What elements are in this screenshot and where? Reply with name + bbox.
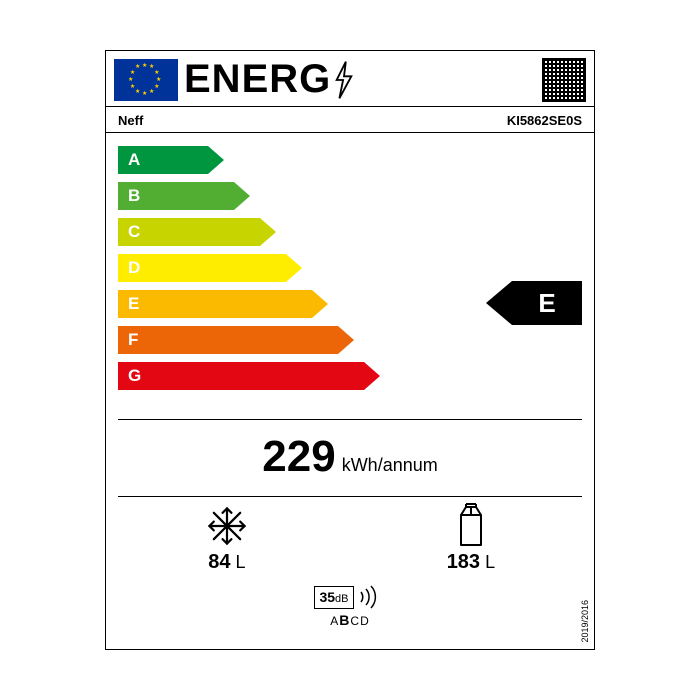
freezer-volume: 84 L [205, 503, 249, 574]
energy-title: ENERG [184, 57, 331, 102]
eu-flag-icon: ★★★★★★★★★★★★ [114, 59, 178, 101]
energy-label: ★★★★★★★★★★★★ ENERG Neff KI5862SE0S E ABC… [105, 50, 595, 650]
annual-consumption: 229 kWh/annum [106, 420, 594, 496]
header: ★★★★★★★★★★★★ ENERG [106, 51, 594, 106]
fridge-unit: L [485, 552, 495, 572]
freezer-value: 84 [208, 551, 230, 573]
fridge-volume: 183 L [447, 503, 495, 574]
scale-label: F [128, 330, 138, 350]
scale-row-f: F [118, 325, 354, 355]
scale-row-a: A [118, 145, 224, 175]
consumption-value: 229 [262, 432, 335, 481]
lightning-icon [333, 61, 355, 99]
scale-label: A [128, 150, 140, 170]
scale-label: C [128, 222, 140, 242]
noise-emission: 35dB ABCD [106, 580, 594, 636]
qr-code-icon [542, 58, 586, 102]
noise-class-scale: ABCD [106, 612, 594, 628]
efficiency-scale: E ABCDEFG [106, 133, 594, 419]
scale-row-b: B [118, 181, 250, 211]
scale-label: E [128, 294, 139, 314]
scale-row-d: D [118, 253, 302, 283]
sound-waves-icon [358, 584, 386, 610]
scale-row-e: E [118, 289, 328, 319]
snowflake-icon [205, 503, 249, 549]
regulation-number: 2019/2016 [580, 600, 590, 643]
scale-label: D [128, 258, 140, 278]
scale-row-g: G [118, 361, 380, 391]
rating-marker: E [486, 281, 582, 325]
scale-row-c: C [118, 217, 276, 247]
scale-label: G [128, 366, 141, 386]
scale-label: B [128, 186, 140, 206]
consumption-unit: kWh/annum [342, 455, 438, 475]
freezer-unit: L [236, 552, 246, 572]
rating-class: E [512, 281, 582, 325]
milk-carton-icon [447, 503, 495, 549]
fridge-value: 183 [447, 551, 480, 573]
brand-name: Neff [118, 113, 143, 128]
noise-db-icon: 35dB [314, 586, 353, 609]
brand-row: Neff KI5862SE0S [106, 106, 594, 133]
model-number: KI5862SE0S [507, 113, 582, 128]
volumes-row: 84 L 183 L [106, 497, 594, 580]
